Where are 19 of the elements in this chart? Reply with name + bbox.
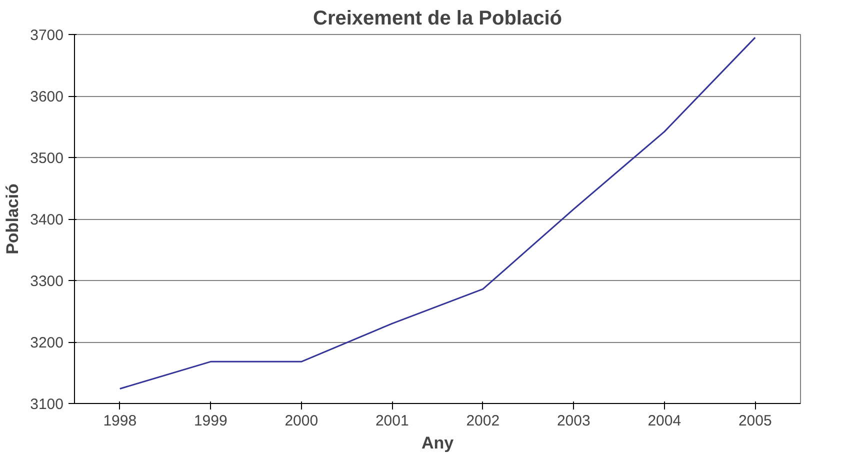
- x-tick-label: 2004: [648, 412, 682, 430]
- x-tick-label: 1999: [194, 412, 228, 430]
- y-tick-label: 3700: [30, 27, 64, 44]
- x-tick-label: 1998: [103, 412, 137, 430]
- x-tick-label: 2005: [738, 412, 772, 430]
- y-tick-label: 3600: [30, 88, 64, 106]
- x-tick-label: 2002: [466, 412, 500, 430]
- x-axis-title: Any: [421, 434, 454, 452]
- x-tick-label: 2001: [375, 412, 409, 430]
- x-tick-label: 2003: [556, 412, 590, 430]
- y-tick-label: 3300: [30, 273, 64, 290]
- chart-title: Creixement de la Població: [313, 8, 562, 30]
- y-axis-title: Població: [3, 184, 22, 254]
- y-tick-label: 3100: [30, 396, 64, 413]
- line-series: [119, 36, 756, 390]
- y-tick-label: 3500: [30, 150, 64, 167]
- y-tick-label: 3400: [30, 212, 64, 228]
- y-tick-label: 3200: [30, 334, 64, 352]
- x-tick-label: 2000: [284, 412, 318, 430]
